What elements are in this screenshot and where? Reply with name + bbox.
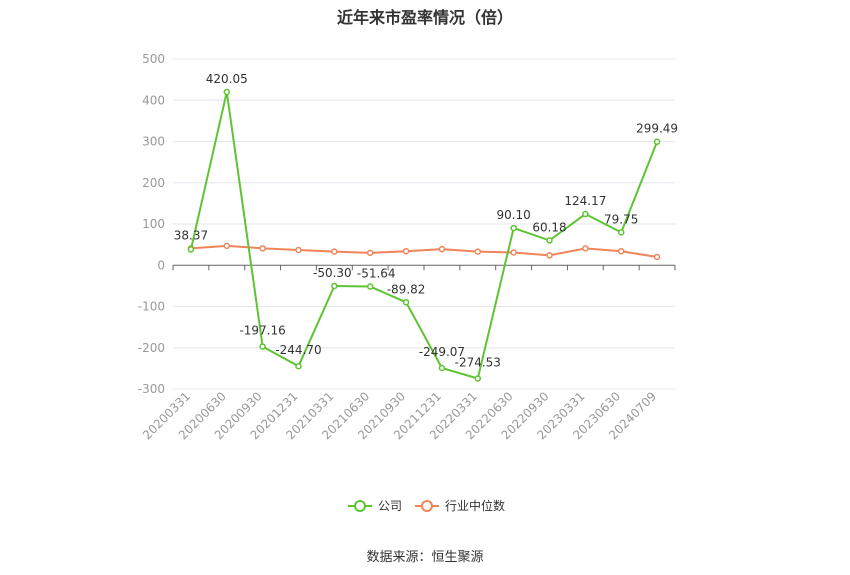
data-label: -50.30 (313, 266, 352, 280)
data-point (617, 229, 625, 236)
data-point (295, 362, 302, 370)
data-labels: 38.37 420.05 -197.16 -244.70 -50.30 -51.64-89… (174, 72, 678, 370)
data-label: 299.49 (636, 122, 678, 136)
data-label: 124.17 (564, 194, 606, 208)
data-label: -274.53 (455, 355, 501, 369)
data-label: 420.05 (206, 72, 248, 86)
data-point (366, 283, 374, 290)
y-tick-label: -200 (138, 341, 165, 355)
data-label: 60.18 (532, 220, 566, 234)
data-point (331, 282, 338, 290)
data-point (546, 252, 553, 259)
data-point (438, 364, 446, 372)
data-point (259, 343, 266, 350)
y-tick-label: 400 (142, 93, 165, 107)
data-point (223, 242, 231, 250)
legend-marker (421, 500, 433, 512)
data-point (474, 248, 482, 255)
data-label: -197.16 (239, 324, 285, 338)
data-point (617, 247, 625, 255)
data-point (582, 245, 589, 252)
series-line (190, 244, 658, 258)
data-point (331, 248, 338, 255)
y-tick-label: 200 (142, 176, 165, 190)
legend-label: 行业中位数 (445, 498, 505, 513)
grid-lines (173, 58, 675, 390)
data-point (223, 88, 231, 96)
data-label: 38.37 (174, 228, 208, 242)
data-point (582, 210, 589, 218)
data-label: 90.10 (496, 208, 530, 222)
chart-title: 近年来市盈率情况（倍） (336, 8, 513, 27)
legend-marker (354, 500, 366, 512)
data-point (438, 245, 446, 253)
data-label: 79.75 (604, 212, 638, 226)
series (187, 88, 661, 382)
y-tick-label: 0 (157, 258, 165, 272)
data-point (187, 246, 195, 253)
data-point (402, 299, 410, 306)
data-point (510, 224, 517, 232)
data-point (653, 253, 661, 261)
data-label: -89.82 (387, 282, 426, 296)
data-point (474, 375, 482, 382)
data-point (653, 138, 661, 145)
data-label: -249.07 (419, 345, 465, 359)
y-tick-label: 300 (142, 135, 165, 149)
legend: 公司 行业中位数 (348, 498, 505, 513)
legend-label: 公司 (378, 499, 402, 513)
y-tick-label: -300 (138, 382, 165, 396)
y-tick-label: 100 (142, 217, 165, 231)
data-label: -244.70 (275, 343, 321, 357)
y-tick-label: -100 (138, 300, 165, 314)
data-point (402, 247, 410, 255)
data-point (510, 249, 517, 256)
source-note: 数据来源：恒生聚源 (366, 550, 484, 565)
data-label: -51.64 (357, 267, 396, 281)
data-point (546, 237, 553, 244)
series-line (189, 91, 659, 380)
data-point (295, 246, 302, 254)
y-tick-label: 500 (142, 52, 165, 66)
data-point (366, 249, 374, 257)
data-point (259, 245, 266, 252)
